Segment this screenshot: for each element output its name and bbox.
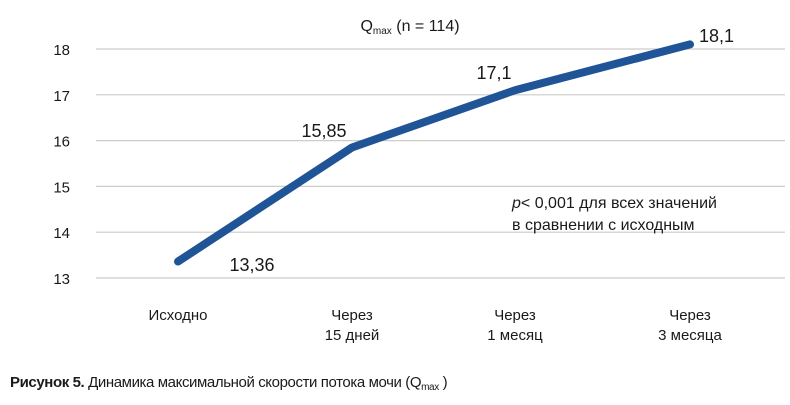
caption-sub: max (421, 382, 439, 393)
x-tick-label: Через (331, 307, 373, 324)
figure-caption: Рисунок 5. Динамика максимальной скорост… (10, 374, 448, 393)
y-tick-label: 17 (53, 88, 70, 105)
x-tick-label: Исходно (148, 307, 207, 324)
x-tick-label: 1 месяц (487, 327, 543, 344)
annotation-line2: в сравнении с исходным (512, 217, 695, 234)
title-main: Q (360, 18, 372, 35)
x-axis-labels: Исходно Через 15 дней Через 1 месяц Через 3 ме… (148, 307, 722, 344)
x-tick-label: 15 дней (325, 327, 380, 344)
series-line-qmax (174, 40, 694, 266)
data-label: 13,36 (229, 255, 274, 275)
y-tick-label: 15 (53, 179, 70, 196)
x-tick-label: 3 месяца (658, 327, 722, 344)
chart-title: Qmax (n = 114) (360, 18, 459, 37)
annotation-line1: < 0,001 для всех значений (521, 195, 717, 212)
caption-label: Рисунок 5. (10, 374, 85, 391)
title-rest: (n = 114) (392, 18, 460, 35)
data-label: 17,1 (476, 63, 511, 83)
data-labels: 13,36 15,85 17,1 18,1 (229, 26, 734, 275)
title-sub: max (373, 26, 392, 37)
gridlines (96, 48, 785, 279)
p-italic: p (511, 195, 521, 212)
y-tick-label: 13 (53, 271, 70, 288)
caption-text: Динамика максимальной скорости потока мо… (84, 374, 422, 391)
p-value-annotation: p< 0,001 для всех значений (511, 195, 717, 212)
y-axis-ticks: 13 14 15 16 17 18 (53, 42, 70, 288)
caption-end: ) (438, 374, 448, 391)
x-tick-label: Через (669, 307, 711, 324)
data-label: 15,85 (301, 121, 346, 141)
x-tick-label: Через (494, 307, 536, 324)
y-tick-label: 16 (53, 134, 70, 151)
y-tick-label: 14 (53, 225, 70, 242)
data-label: 18,1 (699, 26, 734, 46)
y-tick-label: 18 (53, 42, 70, 59)
line-chart: 13 14 15 16 17 18 Исходно Через 15 дней Через 1 м… (53, 18, 785, 344)
